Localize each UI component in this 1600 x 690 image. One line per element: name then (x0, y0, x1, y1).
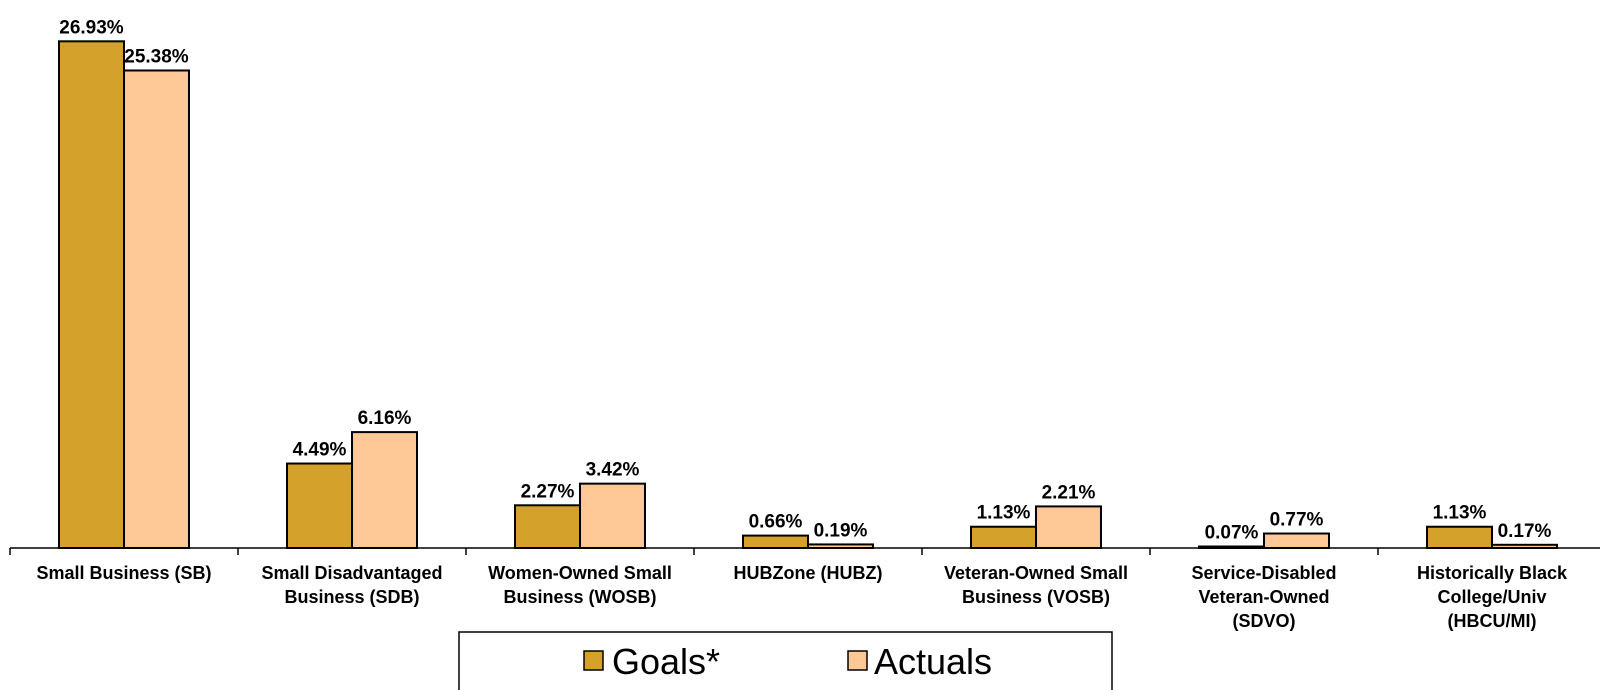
category-label-3: Women-Owned Small Business (WOSB) (488, 563, 672, 607)
value-label-actuals-1: 25.38% (124, 46, 189, 67)
bar-actuals-2 (351, 431, 418, 549)
value-label-goals-5: 1.13% (977, 503, 1031, 524)
bar-actuals-5 (1035, 505, 1102, 549)
value-label-actuals-5: 2.21% (1042, 482, 1096, 503)
value-label-actuals-7: 0.17% (1498, 521, 1552, 542)
bar-goals-1 (58, 40, 125, 549)
category-label-7: Historically Black College/Univ (HBCU/MI) (1417, 563, 1568, 631)
bar-actuals-6 (1263, 532, 1330, 549)
value-label-goals-3: 2.27% (521, 481, 575, 502)
category-label-4: HUBZone (HUBZ) (734, 563, 883, 583)
value-label-actuals-4: 0.19% (814, 520, 868, 541)
bar-actuals-3 (579, 482, 646, 549)
bar-actuals-1 (123, 69, 190, 549)
value-label-goals-1: 26.93% (59, 17, 124, 38)
value-label-actuals-2: 6.16% (358, 408, 412, 429)
value-label-goals-7: 1.13% (1433, 503, 1487, 524)
value-label-goals-6: 0.07% (1205, 523, 1259, 544)
legend-swatch-goals (583, 650, 604, 671)
bar-goals-3 (514, 504, 581, 550)
bar-goals-5 (970, 525, 1037, 549)
bar-goals-7 (1426, 525, 1493, 549)
bar-goals-2 (286, 462, 353, 549)
category-label-1: Small Business (SB) (36, 563, 211, 583)
category-label-6: Service-Disabled Veteran-Owned (SDVO) (1191, 563, 1336, 631)
bar-goals-4 (742, 534, 809, 549)
value-labels-layer: 26.93%25.38% 4.49% 6.16% 2.27% 3.42% 0.66% 0.1… (59, 17, 1551, 543)
value-label-goals-4: 0.66% (749, 512, 803, 533)
legend: Goals* Actuals (458, 631, 1113, 690)
value-label-actuals-3: 3.42% (586, 460, 640, 481)
value-label-actuals-6: 0.77% (1270, 510, 1324, 531)
category-label-5: Veteran-Owned Small Business (VOSB) (944, 563, 1128, 607)
x-axis (9, 547, 1600, 555)
category-labels-layer: Small Business (SB) Small Disadvantaged Bu… (36, 563, 1568, 631)
legend-label-goals: Goals* (612, 641, 720, 682)
value-label-goals-2: 4.49% (293, 440, 347, 461)
legend-swatch-actuals (847, 650, 868, 671)
legend-label-actuals: Actuals (874, 641, 992, 682)
category-label-2: Small Disadvantaged Business (SDB) (261, 563, 442, 607)
legend-box (458, 631, 1113, 690)
bars-layer (58, 40, 1558, 550)
